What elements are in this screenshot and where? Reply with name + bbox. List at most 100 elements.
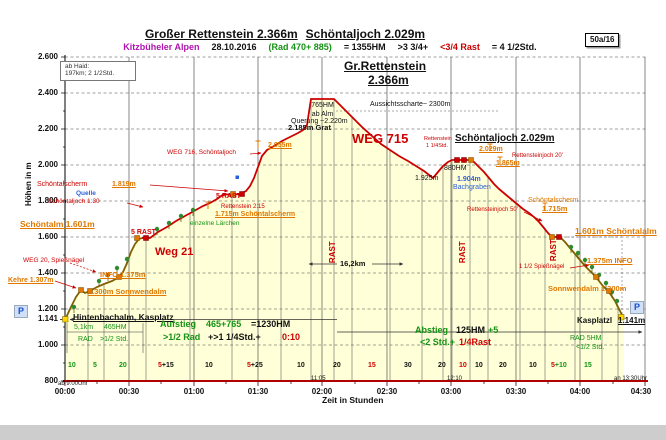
- laerchen-label: einzelne Lärchen: [190, 220, 240, 227]
- segment-lines: [87, 99, 619, 381]
- time-joch130: Schöntaljoch 1:30: [48, 198, 100, 205]
- approach-line2: 197km; 2 1/2Std.: [65, 69, 115, 77]
- joch-clock-time: 12:10: [447, 376, 463, 382]
- label-arrows: [54, 151, 590, 289]
- segment-rad-part: +10: [554, 362, 567, 369]
- bachgraben-elevation: 1.904m: [457, 176, 481, 183]
- y-tick: 1.000: [37, 340, 58, 349]
- waypoint-sonnwendalm-down: Sonnwendalm 1.300m: [548, 284, 627, 293]
- scherm-name-down: Schöntalscherm: [528, 197, 579, 204]
- waypoint-flag-icons: [205, 140, 548, 210]
- parking-icon-right: P: [630, 301, 645, 315]
- aufstieg-label: Aufstieg: [160, 319, 196, 329]
- scharte-label: Aussichtsscharte~ 2300m: [370, 101, 451, 108]
- waypoint-1715-down: 1.715m: [542, 204, 568, 213]
- joch-title: Schöntaljoch 2.029m: [455, 133, 555, 144]
- segment-minutes: 20: [438, 362, 446, 369]
- x-tick: 01:00: [183, 387, 205, 396]
- y-tick: 1.600: [37, 232, 58, 241]
- dip-elevation: 1.925m: [415, 175, 439, 182]
- start-name: Hintenbachalm, Kasplatz: [73, 312, 174, 322]
- rad-down-time: <1/2 Std.: [576, 344, 605, 351]
- rast-vertical-alm: RAST: [548, 239, 558, 262]
- time-rettenstein215: Rettenstein 2:15: [221, 204, 265, 210]
- scherm-name-up: Schöntalscherm: [37, 181, 88, 188]
- rad-up-hm: 465HM: [104, 324, 127, 331]
- segment-minutes: 5+15: [158, 362, 174, 369]
- waypoint-info-up: INFO 1.375m: [100, 270, 146, 279]
- region-label: Kitzbüheler Alpen: [123, 42, 200, 52]
- segment-rast-part: 5: [247, 362, 251, 369]
- segment-minutes: 10: [459, 362, 467, 369]
- rad-down-label: RAD 5HM: [570, 335, 602, 342]
- waypoint-info-down: 1.375m INFO: [587, 256, 633, 265]
- tour-ref-badge: 50a/16: [585, 33, 620, 48]
- segment-minutes: 10: [475, 362, 483, 369]
- abstieg-rast: 1/4Rast: [459, 337, 492, 347]
- segment-minutes: 5+10: [551, 362, 567, 369]
- segment-rast-part: 5: [551, 362, 555, 369]
- segment-rast-part: 5: [158, 362, 162, 369]
- segment-minutes: 20: [333, 362, 341, 369]
- quelle-marker: [235, 175, 239, 179]
- window-bottom-edge: [0, 425, 666, 440]
- segment-minutes: 20: [499, 362, 507, 369]
- aufstieg-time-walk: +>1 1/4Std.+: [208, 332, 261, 342]
- rast-vertical-joch: RAST: [457, 241, 467, 264]
- axis-frame: [60, 55, 648, 386]
- weg716-label: WEG 716, Schöntaljoch: [167, 149, 237, 156]
- segment-minutes: 10: [205, 362, 213, 369]
- total-time-label: = 4 1/2Std.: [491, 42, 537, 52]
- rad-hm-label: (Rad 470+ 885): [268, 42, 332, 52]
- querung-label: Querung ~2.220m: [291, 118, 348, 125]
- aufstieg-time-extra: 0:10: [282, 332, 301, 342]
- rast-scherm: 5 RAST: [216, 193, 241, 200]
- waypoint-2055: 2.055m: [268, 142, 292, 149]
- peak-clock-time: 11:05: [311, 376, 326, 382]
- waypoint-1865: 1.865m: [496, 160, 520, 167]
- x-axis-title: Zeit in Stunden: [322, 395, 384, 405]
- title-rettenstein: Großer Rettenstein 2.366m: [144, 27, 298, 41]
- abstieg-total: 125HM: [456, 325, 486, 335]
- segment-minutes: 10: [68, 362, 76, 369]
- time-rettenstein114-l1: Rettenstein: [424, 136, 452, 142]
- total-hm-label: = 1355HM: [343, 42, 386, 52]
- rast-schoentalm: 5 RAST: [131, 229, 156, 236]
- depart-time: ab 9:00Uhr: [58, 381, 88, 387]
- abstieg-label: Abstieg: [415, 325, 449, 335]
- segment-minutes: 10: [529, 362, 537, 369]
- x-tick: 02:00: [311, 387, 333, 396]
- y-tick: 2.200: [37, 124, 58, 133]
- elevation-fill: [65, 99, 624, 381]
- subtitle-row: Kitzbüheler Alpen 28.10.2016 (Rad 470+ 8…: [50, 42, 610, 52]
- x-tick: 03:00: [440, 387, 462, 396]
- segment-walk-part: +15: [161, 362, 174, 369]
- weg20-label: WEG 20, Spießnägel: [23, 257, 85, 264]
- segment-minutes: 15: [584, 362, 592, 369]
- peak-hm-sub: ab Alm: [311, 111, 334, 118]
- route-hike: [142, 98, 560, 239]
- grat-label: 2.185m Grat: [288, 123, 331, 132]
- waypoint-quelle: Quelle: [76, 190, 96, 197]
- abstieg-plus: +5: [488, 325, 499, 335]
- x-tick: 00:30: [118, 387, 140, 396]
- aufstieg-sum: 465+765: [206, 319, 242, 329]
- segment-minutes: 30: [404, 362, 412, 369]
- waypoint-kehre: Kehre 1.307m: [8, 277, 54, 284]
- x-tick: 01:30: [247, 387, 269, 396]
- time-joch50: Rettensteinjoch 50': [467, 207, 518, 213]
- y-tick: 1.200: [37, 304, 58, 313]
- scherm-elev-up: 1.819m: [112, 181, 136, 188]
- leader-lines: [336, 110, 623, 316]
- rad-up-km: 5,1km: [74, 324, 94, 331]
- title-schoentaljoch: Schöntaljoch 2.029m: [305, 27, 426, 41]
- date-label: 28.10.2016: [211, 42, 257, 52]
- peak-name: Gr.Rettenstein: [344, 59, 427, 73]
- y-tick-start-elevation: 1.141: [37, 314, 58, 323]
- gridlines: [65, 56, 648, 381]
- rad-up-time: >1/2 Std.: [100, 336, 129, 343]
- end-name: Kasplatzl: [577, 316, 613, 325]
- weg21-label: Weg 21: [155, 246, 194, 258]
- approach-line1: ab Haid:: [65, 63, 90, 70]
